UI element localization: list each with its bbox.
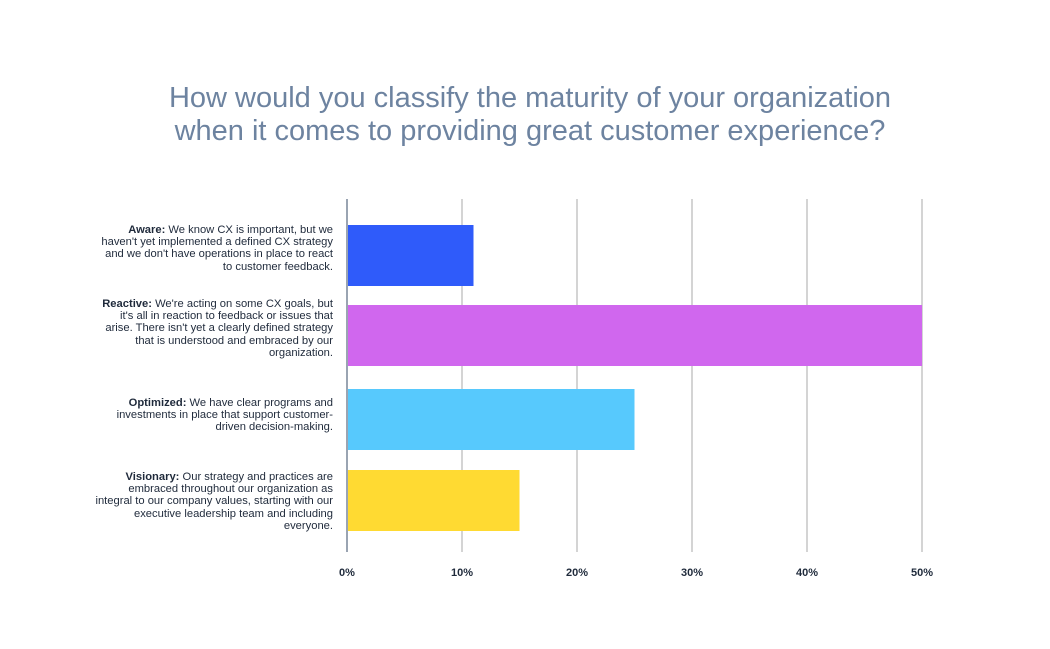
x-tick-label-40: 40%: [796, 567, 818, 579]
bar-aware: [347, 225, 474, 286]
bar-reactive: [347, 305, 922, 366]
x-tick-label-50: 50%: [911, 567, 933, 579]
category-label-aware-bold: Aware:: [128, 224, 166, 236]
x-tick-label-10: 10%: [451, 567, 473, 579]
category-label-optimized: Optimized: We have clear programs and in…: [93, 397, 333, 434]
chart-title-line-2: when it comes to providing great custome…: [174, 115, 886, 147]
x-tick-label-20: 20%: [566, 567, 588, 579]
category-label-visionary: Visionary: Our strategy and practices ar…: [93, 471, 333, 532]
category-label-reactive-bold: Reactive:: [102, 298, 152, 310]
category-label-reactive: Reactive: We're acting on some CX goals,…: [93, 298, 333, 359]
bar-optimized: [347, 389, 635, 450]
x-tick-label-0: 0%: [339, 567, 355, 579]
bar-visionary: [347, 470, 520, 531]
category-label-visionary-bold: Visionary:: [125, 471, 180, 483]
x-tick-label-30: 30%: [681, 567, 703, 579]
category-label-optimized-bold: Optimized:: [128, 397, 187, 409]
category-label-optimized-text: We have clear programs and investments i…: [116, 397, 333, 434]
category-label-visionary-text: Our strategy and practices are embraced …: [95, 471, 333, 532]
category-label-aware: Aware: We know CX is important, but we h…: [93, 224, 333, 273]
chart-title-line-1: How would you classify the maturity of y…: [168, 82, 892, 114]
chart-title: How would you classify the maturity of y…: [0, 82, 1050, 148]
category-label-reactive-text: We're acting on some CX goals, but it's …: [105, 298, 333, 359]
category-label-aware-text: We know CX is important, but we haven't …: [101, 224, 333, 273]
